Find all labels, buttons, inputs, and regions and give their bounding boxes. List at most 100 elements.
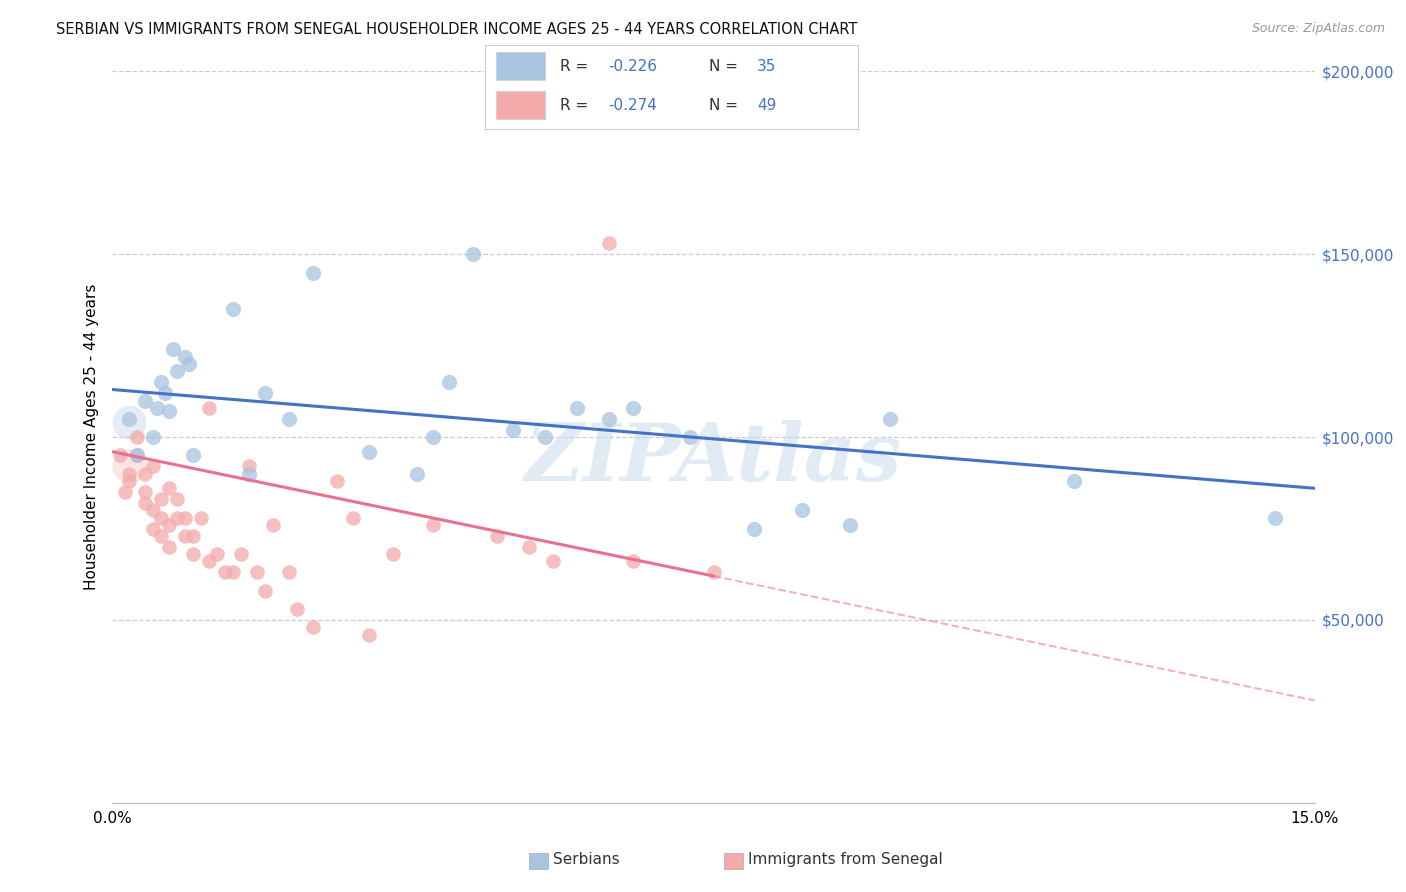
Point — [141, 459, 163, 474]
Point — [134, 393, 156, 408]
Point — [702, 566, 725, 580]
Text: 49: 49 — [756, 98, 776, 112]
Point — [149, 529, 172, 543]
Point — [567, 401, 589, 415]
Point — [134, 496, 156, 510]
Point — [1264, 510, 1286, 524]
Point — [621, 554, 644, 568]
Point — [326, 474, 349, 488]
Point — [166, 492, 188, 507]
Point — [157, 540, 180, 554]
Text: N =: N = — [709, 59, 742, 74]
Point — [742, 521, 765, 535]
Text: N =: N = — [709, 98, 742, 112]
Point — [238, 459, 260, 474]
Point — [222, 301, 245, 317]
Point — [342, 510, 364, 524]
Point — [117, 459, 139, 474]
Text: R =: R = — [560, 98, 593, 112]
Point — [149, 492, 172, 507]
Text: Source: ZipAtlas.com: Source: ZipAtlas.com — [1251, 22, 1385, 36]
Point — [149, 510, 172, 524]
Point — [157, 404, 180, 418]
Point — [197, 401, 219, 415]
Point — [110, 448, 132, 462]
Text: Serbians: Serbians — [553, 853, 620, 867]
Point — [134, 467, 156, 481]
Point — [277, 412, 299, 426]
Point — [437, 375, 460, 389]
Point — [238, 467, 260, 481]
Point — [879, 412, 901, 426]
Text: Immigrants from Senegal: Immigrants from Senegal — [748, 853, 943, 867]
Point — [461, 247, 484, 261]
Point — [114, 485, 136, 500]
Point — [543, 554, 565, 568]
Y-axis label: Householder Income Ages 25 - 44 years: Householder Income Ages 25 - 44 years — [83, 284, 98, 591]
Point — [117, 467, 139, 481]
Point — [117, 474, 139, 488]
Point — [357, 444, 380, 458]
Point — [357, 627, 380, 641]
Point — [153, 386, 176, 401]
Point — [141, 503, 163, 517]
Point — [166, 510, 188, 524]
Point — [790, 503, 813, 517]
Point — [422, 430, 444, 444]
Point — [157, 481, 180, 495]
Point — [262, 517, 284, 532]
Point — [534, 430, 557, 444]
Point — [406, 467, 429, 481]
Point — [302, 620, 325, 634]
Point — [166, 364, 188, 378]
Bar — [496, 53, 544, 80]
Point — [517, 540, 540, 554]
Point — [117, 412, 139, 426]
Point — [246, 566, 269, 580]
Point — [486, 529, 509, 543]
Point — [125, 430, 148, 444]
Point — [277, 566, 299, 580]
Point — [838, 517, 860, 532]
Point — [173, 529, 195, 543]
Point — [181, 547, 204, 561]
Point — [145, 401, 167, 415]
Point — [205, 547, 228, 561]
Text: 35: 35 — [756, 59, 776, 74]
Point — [117, 416, 139, 430]
Point — [181, 448, 204, 462]
Point — [173, 510, 195, 524]
Point — [621, 401, 644, 415]
Point — [285, 602, 308, 616]
Bar — [496, 91, 544, 120]
Text: SERBIAN VS IMMIGRANTS FROM SENEGAL HOUSEHOLDER INCOME AGES 25 - 44 YEARS CORRELA: SERBIAN VS IMMIGRANTS FROM SENEGAL HOUSE… — [56, 22, 858, 37]
Point — [382, 547, 405, 561]
Point — [141, 521, 163, 535]
Point — [125, 448, 148, 462]
Point — [222, 566, 245, 580]
Point — [162, 343, 184, 357]
Point — [190, 510, 212, 524]
Point — [598, 236, 620, 251]
Text: R =: R = — [560, 59, 593, 74]
Point — [149, 375, 172, 389]
Text: ZIPAtlas: ZIPAtlas — [524, 420, 903, 498]
Point — [598, 412, 620, 426]
Point — [678, 430, 700, 444]
Text: -0.274: -0.274 — [607, 98, 657, 112]
Point — [229, 547, 252, 561]
Point — [157, 517, 180, 532]
Point — [302, 266, 325, 280]
Point — [125, 448, 148, 462]
Point — [134, 485, 156, 500]
Point — [253, 583, 276, 598]
Point — [1063, 474, 1085, 488]
Point — [502, 423, 524, 437]
Point — [173, 350, 195, 364]
Point — [181, 529, 204, 543]
Point — [214, 566, 236, 580]
Point — [422, 517, 444, 532]
Point — [177, 357, 200, 371]
Point — [197, 554, 219, 568]
Point — [141, 430, 163, 444]
